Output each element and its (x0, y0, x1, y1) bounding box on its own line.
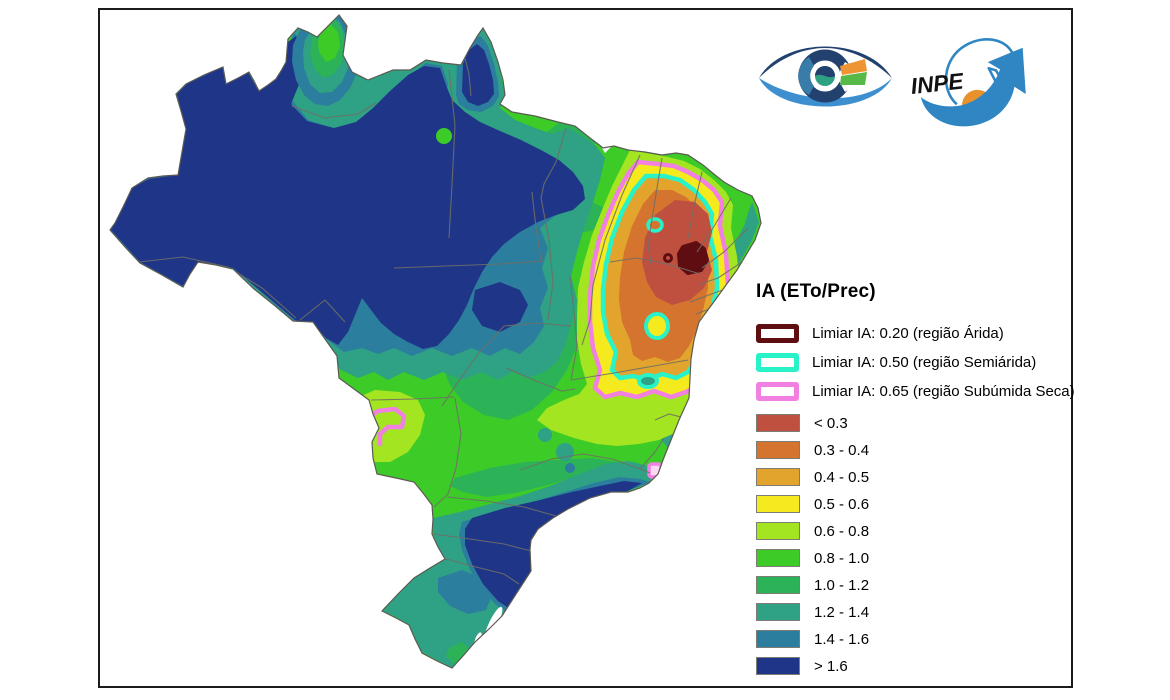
legend-label: 0.4 - 0.5 (814, 468, 870, 486)
legend-label: 0.3 - 0.4 (814, 441, 870, 459)
legend-class-row: 1.2 - 1.4 (756, 603, 1076, 621)
legend-label: > 1.6 (814, 657, 848, 675)
legend-class-row: 1.0 - 1.2 (756, 576, 1076, 594)
legend-label: Limiar IA: 0.65 (região Subúmida Seca) (812, 382, 1075, 400)
legend-threshold-row: Limiar IA: 0.50 (região Semiárida) (756, 352, 1076, 372)
inpe-logo: INPE (909, 38, 1026, 127)
legend-label: Limiar IA: 0.20 (região Árida) (812, 324, 1004, 342)
legend-class-row: 0.5 - 0.6 (756, 495, 1076, 513)
region-gt-1-6-south (465, 481, 642, 611)
legend-threshold-rows: Limiar IA: 0.20 (região Árida) Limiar IA… (756, 323, 1076, 401)
legend-threshold-row: Limiar IA: 0.65 (região Subúmida Seca) (756, 381, 1076, 401)
inpe-orbit-icon (920, 38, 1026, 127)
brazil-coastline (109, 14, 762, 669)
class-swatch (756, 522, 800, 540)
class-swatch (756, 630, 800, 648)
legend-class-row: 0.6 - 0.8 (756, 522, 1076, 540)
legend-label: 0.5 - 0.6 (814, 495, 870, 513)
region-roraima-patch (292, 15, 358, 106)
state-borders (138, 49, 749, 585)
map-legend: IA (ETo/Prec) Limiar IA: 0.20 (região Ár… (756, 281, 1076, 684)
region-teal-dot (565, 463, 575, 473)
inpe-wordmark: INPE (909, 68, 965, 98)
class-swatch (756, 549, 800, 567)
eye-icon (759, 46, 892, 107)
class-swatch (756, 657, 800, 675)
arida-contour (663, 241, 709, 275)
legend-title: IA (ETo/Prec) (756, 281, 876, 302)
legend-class-row: 0.4 - 0.5 (756, 468, 1076, 486)
region-green-dot (436, 128, 452, 144)
threshold-swatch-arida (756, 323, 799, 343)
legend-class-row: < 0.3 (756, 414, 1076, 432)
class-swatch (756, 495, 800, 513)
legend-class-rows: < 0.3 0.3 - 0.4 0.4 - 0.5 0.5 - 0.6 0.6 … (756, 414, 1076, 675)
legend-class-row: 1.4 - 1.6 (756, 630, 1076, 648)
semiarida-contour-islands (637, 217, 670, 389)
legend-label: 0.8 - 1.0 (814, 549, 870, 567)
class-swatch (756, 468, 800, 486)
legend-label: 1.0 - 1.2 (814, 576, 870, 594)
legend-threshold-row: Limiar IA: 0.20 (região Árida) (756, 323, 1076, 343)
legend-label: < 0.3 (814, 414, 848, 432)
threshold-swatch-semiarida (756, 352, 799, 372)
region-gt-1-6-nw (111, 36, 585, 349)
legend-class-row: 0.8 - 1.0 (756, 549, 1076, 567)
cemaden-eye-logo (759, 46, 892, 107)
class-swatch (756, 414, 800, 432)
threshold-swatch-subumida (756, 381, 799, 401)
legend-label: 1.2 - 1.4 (814, 603, 870, 621)
legend-class-row: > 1.6 (756, 657, 1076, 675)
class-swatch (756, 441, 800, 459)
legend-label: 1.4 - 1.6 (814, 630, 870, 648)
class-swatch (756, 603, 800, 621)
legend-label: 0.6 - 0.8 (814, 522, 870, 540)
class-swatch (756, 576, 800, 594)
legend-class-row: 0.3 - 0.4 (756, 441, 1076, 459)
legend-label: Limiar IA: 0.50 (região Semiárida) (812, 353, 1037, 371)
